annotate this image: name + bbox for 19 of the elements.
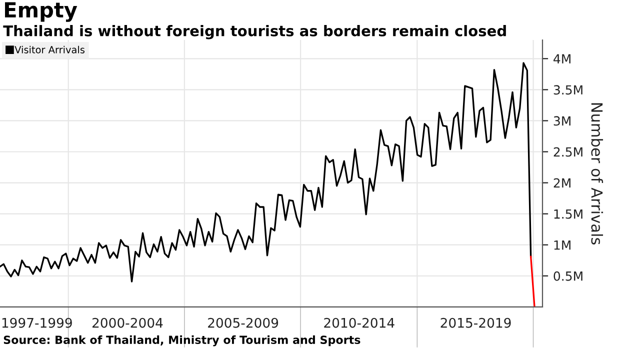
- text: 2015-2019: [440, 318, 511, 328]
- legend-label: Visitor Arrivals: [14, 46, 85, 54]
- y-tick-label: 3.5M: [554, 85, 582, 95]
- y-axis-title: Number of Arrivals: [591, 103, 604, 244]
- y-tick-label: 0.5M: [554, 271, 582, 281]
- chart-subtitle: Thailand is without foreign tourists as borders remain closed: [3, 25, 506, 40]
- y-tick-label: 1.5M: [554, 209, 582, 219]
- text: 2005-2009: [208, 318, 278, 328]
- chart-title: Empty: [5, 2, 78, 22]
- line-series: [0, 62, 532, 282]
- y-tick-label: 3M: [554, 116, 570, 126]
- text: 1997-1999: [2, 318, 72, 328]
- y-tick-label: 4M: [554, 54, 570, 64]
- text: 2010-2014: [324, 318, 394, 328]
- y-tick-label: 2M: [554, 178, 570, 188]
- y-tick-label: 1M: [554, 240, 570, 250]
- source-note: Source: Bank of Thailand, Ministry of Tourism and Sports: [4, 335, 360, 346]
- text: 2000-2004: [92, 318, 163, 328]
- y-tick-label: 2.5M: [554, 147, 582, 157]
